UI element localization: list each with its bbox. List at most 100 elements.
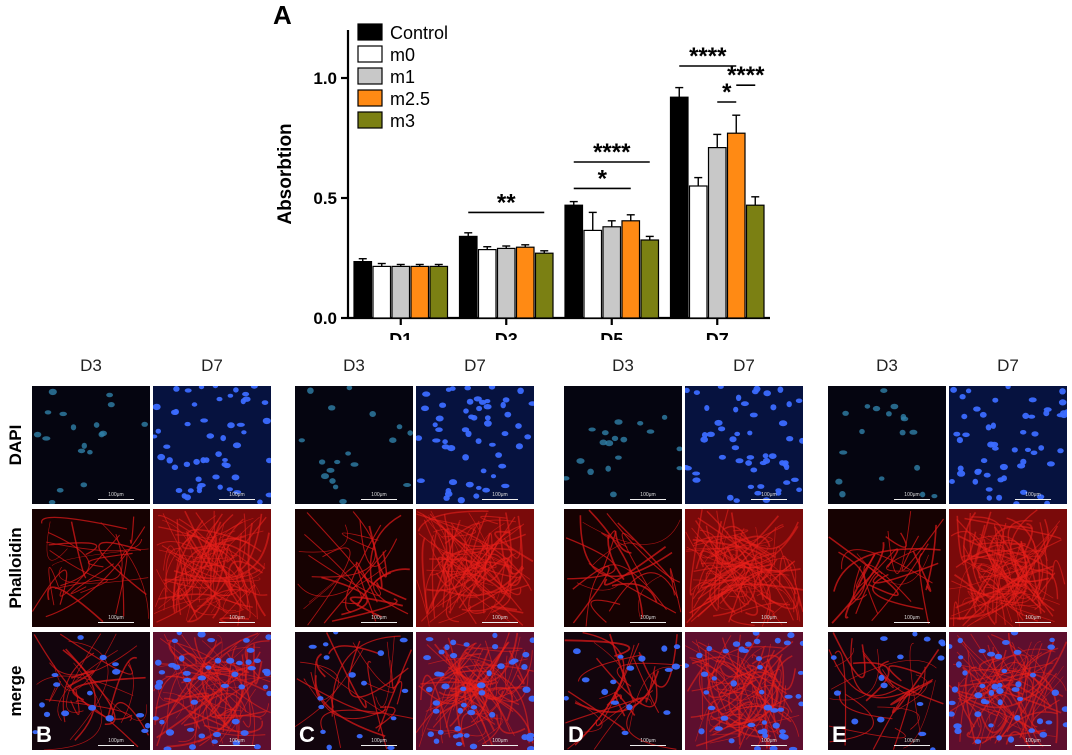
bar-m1-D3 xyxy=(496,247,516,319)
micrograph-dapi-e-d3: 100μm xyxy=(828,386,946,504)
micrograph-merge-e-d3: 100μm E xyxy=(828,632,946,750)
chart-bars xyxy=(353,86,765,319)
bar-m3-D3 xyxy=(534,252,554,319)
scale-bar: 100μm xyxy=(894,492,930,500)
bar-m2.5-D1 xyxy=(410,265,430,319)
bar-Control-D7 xyxy=(669,96,689,319)
bar-m2.5-D5 xyxy=(621,220,641,319)
micrograph-dapi-b-d3: 100μm xyxy=(32,386,150,504)
column-header: D7 xyxy=(464,356,486,375)
column-header: D3 xyxy=(343,356,365,375)
bar-m0-D3 xyxy=(477,249,497,319)
bar-m0-D1 xyxy=(372,265,392,319)
bar-Control-D5 xyxy=(564,204,584,319)
micrograph-texture xyxy=(295,632,413,750)
scale-bar: 100μm xyxy=(482,492,518,500)
scale-bar: 100μm xyxy=(751,738,787,746)
micrograph-phalloidin-c-d7: 100μm xyxy=(416,509,534,627)
micrograph-merge-b-d3: 100μm B xyxy=(32,632,150,750)
row-label-dapi: DAPI xyxy=(6,424,25,466)
legend-label-m1: m1 xyxy=(390,67,415,87)
significance-stars: * xyxy=(598,165,608,192)
scale-bar: 100μm xyxy=(630,615,666,623)
micrograph-texture xyxy=(685,386,803,503)
scale-bar: 100μm xyxy=(751,615,787,623)
scale-bar: 100μm xyxy=(1015,492,1051,500)
x-tick-label: D7 xyxy=(706,330,729,340)
scale-bar: 100μm xyxy=(482,615,518,623)
micrograph-merge-b-d7: 100μm xyxy=(153,632,271,750)
legend-label-Control: Control xyxy=(390,23,448,43)
micrograph-phalloidin-d-d7: 100μm xyxy=(685,509,803,627)
scale-bar: 100μm xyxy=(1015,615,1051,623)
bar-m3-D5 xyxy=(640,239,660,319)
scale-bar: 100μm xyxy=(751,492,787,500)
micrograph-merge-d-d7: 100μm xyxy=(685,632,803,750)
scale-bar: 100μm xyxy=(98,738,134,746)
micrograph-texture xyxy=(153,632,271,750)
micrograph-texture xyxy=(685,509,803,627)
panel-letter-e: E xyxy=(832,722,847,747)
micrograph-texture xyxy=(564,414,682,498)
column-header: D7 xyxy=(997,356,1019,375)
scale-bar: 100μm xyxy=(630,492,666,500)
micrograph-texture xyxy=(949,386,1067,504)
scale-bar: 100μm xyxy=(361,492,397,500)
scale-bar: 100μm xyxy=(219,492,255,500)
micrograph-texture xyxy=(828,511,944,625)
row-label-phalloidin: Phalloidin xyxy=(6,527,25,609)
micrograph-texture xyxy=(949,632,1067,750)
micrograph-texture xyxy=(32,633,150,750)
significance-stars: **** xyxy=(689,43,727,70)
micrograph-dapi-c-d3: 100μm xyxy=(295,386,413,504)
chart-axes: 0.0 0.5 1.0 Absorbtion D1 D3 D5 D7 xyxy=(275,30,770,340)
scale-bar: 100μm xyxy=(219,615,255,623)
y-tick-label: 0.5 xyxy=(313,189,337,208)
micrograph-texture xyxy=(153,386,271,504)
row-label-merge: merge xyxy=(6,665,25,717)
significance-stars: **** xyxy=(593,139,631,166)
panel-letter-c: C xyxy=(299,722,315,747)
scale-bar: 100μm xyxy=(98,615,134,623)
y-tick-label: 0.0 xyxy=(313,309,337,328)
significance-annotations: **************** xyxy=(468,43,765,216)
bar-Control-D1 xyxy=(353,261,373,319)
column-header: D7 xyxy=(733,356,755,375)
scale-bar: 100μm xyxy=(361,738,397,746)
legend-swatch-m1 xyxy=(357,67,383,85)
bar-m3-D1 xyxy=(429,265,449,319)
bar-m1-D5 xyxy=(602,226,622,319)
panel-a-label: A xyxy=(273,0,292,30)
y-tick-label: 1.0 xyxy=(313,69,337,88)
micrograph-texture xyxy=(416,632,534,750)
micrograph-texture xyxy=(153,510,270,626)
column-header: D7 xyxy=(201,356,223,375)
micrograph-phalloidin-b-d7: 100μm xyxy=(153,509,271,627)
scale-bar: 100μm xyxy=(894,615,930,623)
micrograph-texture xyxy=(32,516,149,623)
bar-m0-D5 xyxy=(583,229,603,319)
micrograph-texture xyxy=(564,632,682,750)
significance-stars: ** xyxy=(497,189,516,216)
y-axis-label: Absorbtion xyxy=(275,123,296,224)
scale-bar: 100μm xyxy=(630,738,666,746)
x-tick-label: D5 xyxy=(600,330,623,340)
column-header: D3 xyxy=(876,356,898,375)
scale-bar: 100μm xyxy=(1015,738,1051,746)
scale-bar: 100μm xyxy=(482,738,518,746)
significance-stars: * xyxy=(722,79,732,106)
panel-letter-d: D xyxy=(568,722,584,747)
legend-swatch-Control xyxy=(357,23,383,41)
micrograph-merge-d-d3: 100μm D xyxy=(564,632,682,750)
micrograph-phalloidin-b-d3: 100μm xyxy=(32,509,150,627)
legend-label-m2.5: m2.5 xyxy=(390,89,430,109)
legend-label-m0: m0 xyxy=(390,45,415,65)
micrograph-dapi-c-d7: 100μm xyxy=(416,386,534,504)
micrograph-texture xyxy=(565,509,682,627)
micrograph-dapi-d-d3: 100μm xyxy=(564,386,682,504)
significance-stars: **** xyxy=(727,62,765,89)
legend-swatch-m3 xyxy=(357,111,383,129)
bar-m2.5-D7 xyxy=(726,132,746,319)
